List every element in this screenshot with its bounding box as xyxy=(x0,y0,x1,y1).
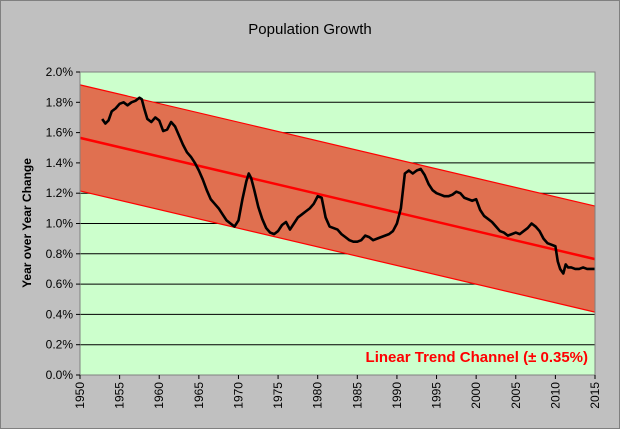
x-axis-ticks: 1950 1955 1960 1965 1970 1975 1980 1985 1990 1995… xyxy=(73,375,602,409)
x-tick-label: 2010 xyxy=(548,382,562,409)
y-tick-label: 0.6% xyxy=(46,277,74,291)
x-tick-label: 1975 xyxy=(271,382,285,409)
x-tick-label: 1950 xyxy=(73,382,87,409)
trend-channel-annotation: Linear Trend Channel (± 0.35%) xyxy=(366,349,588,366)
series-group xyxy=(101,96,595,275)
x-tick-label: 1980 xyxy=(311,382,325,409)
series-line-0 xyxy=(101,96,595,275)
x-tick-label: 1965 xyxy=(192,382,206,409)
x-tick-label: 1985 xyxy=(350,382,364,409)
y-tick-label: 1.6% xyxy=(46,126,74,140)
y-tick-label: 0.2% xyxy=(46,338,74,352)
y-tick-label: 0.8% xyxy=(46,247,74,261)
y-axis-label: Year over Year Change xyxy=(20,158,34,288)
y-tick-label: 2.0% xyxy=(46,65,74,79)
y-tick-label: 1.8% xyxy=(46,95,74,109)
trend-channel-upper-line xyxy=(79,84,596,207)
y-tick-label: 1.0% xyxy=(46,217,74,231)
chart-title: Population Growth xyxy=(248,21,371,38)
x-tick-label: 2015 xyxy=(588,382,602,409)
y-tick-label: 1.4% xyxy=(46,156,74,170)
y-tick-label: 0.0% xyxy=(46,368,74,382)
x-tick-label: 1970 xyxy=(231,382,245,409)
trend-center-line xyxy=(79,136,596,261)
y-tick-label: 0.4% xyxy=(46,307,74,321)
x-tick-label: 1960 xyxy=(152,382,166,409)
x-tick-label: 1995 xyxy=(430,382,444,409)
trend-channel-lower-line xyxy=(79,190,596,313)
x-tick-label: 2005 xyxy=(509,382,523,409)
x-tick-label: 1990 xyxy=(390,382,404,409)
x-tick-label: 2000 xyxy=(469,382,483,409)
y-tick-label: 1.2% xyxy=(46,186,74,200)
x-tick-label: 1955 xyxy=(113,382,127,409)
y-axis-ticks: 0.0% 0.2% 0.4% 0.6% 0.8% 1.0% 1.2% 1.4% 1.6% 1.8%… xyxy=(46,65,80,382)
